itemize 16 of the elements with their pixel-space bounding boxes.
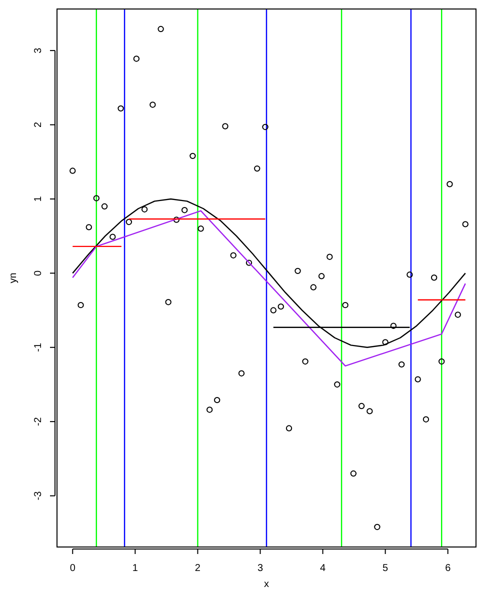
y-tick-label: -1 <box>33 342 44 352</box>
x-tick-label: 0 <box>70 563 76 574</box>
x-tick-label: 2 <box>194 563 201 574</box>
x-tick-label: 4 <box>320 563 326 574</box>
y-tick-label: 0 <box>33 270 44 276</box>
y-axis-title: yn <box>8 272 19 284</box>
x-tick-label: 5 <box>382 563 389 574</box>
y-tick-label: 3 <box>33 47 44 54</box>
y-tick-label: -3 <box>33 490 44 500</box>
y-tick-label: 1 <box>33 196 44 202</box>
x-axis-title: x <box>264 579 269 590</box>
x-tick-label: 6 <box>445 563 452 574</box>
x-tick-label: 1 <box>132 563 138 574</box>
y-tick-label: 2 <box>33 122 44 128</box>
y-tick-label: -2 <box>33 416 44 426</box>
x-tick-label: 3 <box>257 563 264 574</box>
